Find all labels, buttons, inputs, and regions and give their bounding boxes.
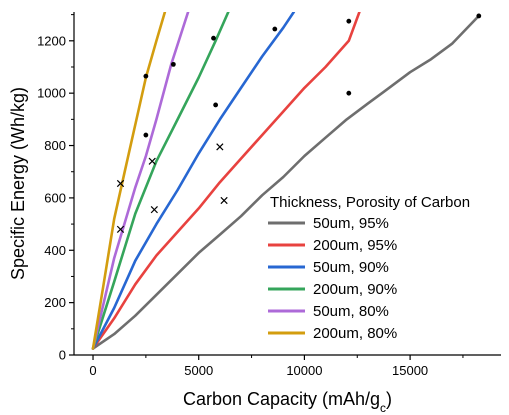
legend-title: Thickness, Porosity of Carbon [270,194,470,211]
series-line-1 [91,14,481,350]
series-line-6 [91,12,167,350]
series-line-4 [91,12,230,350]
series-line-3 [91,12,296,350]
cross-marker [116,225,125,233]
dot-marker [213,102,219,108]
series-line-2 [91,12,361,350]
ticks: 0 5000 10000 15000 0 200 400 600 800 1000 1200 [37,14,464,378]
dot-marker [346,18,352,24]
y-tick-label: 200 [44,295,66,310]
y-tick-label: 800 [44,138,66,153]
x-tick-label: 15000 [392,363,428,378]
x-tick-label: 5000 [184,363,213,378]
legend-label: 200um, 90% [313,281,397,298]
legend-label: 50um, 95% [313,215,389,232]
markers-layer [116,13,482,233]
axes [73,12,501,356]
dot-marker [170,61,176,67]
legend-label: 200um, 95% [313,237,397,254]
cross-marker [116,179,125,188]
legend-label: 50um, 80% [313,303,389,320]
y-tick-label: 400 [44,243,66,258]
cross-marker [216,143,224,151]
x-tick-label: 0 [89,363,96,378]
cross-marker [220,196,228,205]
x-axis-title-end: ) [386,389,392,409]
cross-marker [150,206,158,214]
x-tick-label: 10000 [286,363,322,378]
dot-marker [143,73,149,79]
y-tick-label: 1000 [37,86,66,101]
dot-marker [272,26,278,32]
y-tick-label: 600 [44,190,66,205]
cross-marker [148,157,156,165]
dot-marker [346,90,352,96]
legend-label: 200um, 80% [313,325,397,342]
legend-label: 50um, 90% [313,259,389,276]
legend: Thickness, Porosity of Carbon 50um, 95% 2… [268,194,470,342]
y-tick-label: 0 [59,348,66,363]
x-axis-title-main: Carbon Capacity (mAh/g [183,389,380,409]
dot-marker [143,132,149,138]
y-axis-title: Specific Energy (Wh/kg) [8,87,28,280]
dot-marker [211,35,216,41]
x-axis-title-subscript: c [380,401,386,415]
dot-marker [476,13,482,19]
y-tick-label: 1200 [37,33,66,48]
x-axis-title: Carbon Capacity (mAh/gc) [183,389,392,415]
